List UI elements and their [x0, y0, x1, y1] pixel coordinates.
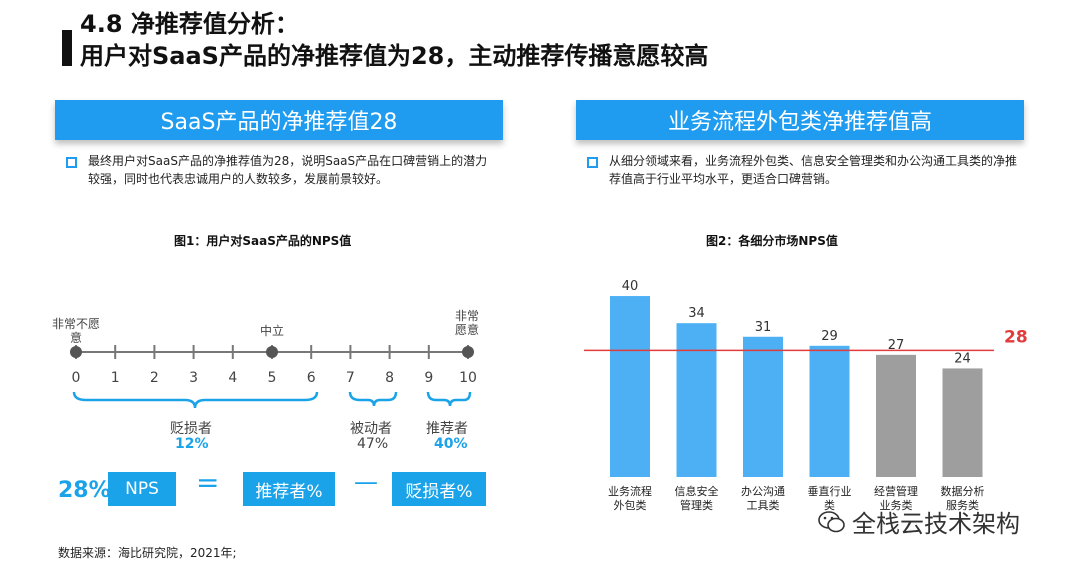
page-title: 用户对SaaS产品的净推荐值为28，主动推荐传播意愿较高 — [80, 42, 709, 70]
scale-number: 5 — [267, 370, 277, 386]
section-title: 4.8 净推荐值分析： — [80, 10, 299, 38]
category-label: 外包类 — [614, 498, 647, 512]
bar-value-label: 24 — [954, 351, 971, 366]
category-label: 业务类 — [880, 498, 913, 512]
detractors-brace — [72, 391, 319, 409]
left-bullet-text: 最终用户对SaaS产品的净推荐值为28，说明SaaS产品在口碑营销上的潜力较强，… — [88, 154, 488, 186]
scale-number: 6 — [306, 370, 316, 386]
scale-number: 3 — [189, 370, 199, 386]
category-label: 经营管理 — [874, 484, 918, 498]
label-very-unwilling: 非常不愿意 — [52, 317, 101, 345]
figure1-title: 图1：用户对SaaS产品的NPS值 — [174, 234, 352, 248]
bar-5 — [876, 354, 916, 477]
scale-number: 8 — [385, 370, 395, 386]
scale-number: 0 — [71, 370, 81, 386]
left-banner: SaaS产品的净推荐值28 — [55, 100, 503, 140]
scale-number: 2 — [149, 370, 159, 386]
promoters-pct: 40% — [434, 436, 468, 452]
wechat-watermark: 全栈云技术架构 — [818, 504, 1020, 539]
bar-value-label: 29 — [821, 329, 838, 344]
category-label: 管理类 — [680, 498, 713, 512]
scale-number: 1 — [110, 370, 120, 386]
bullet-square-icon — [587, 157, 598, 168]
bar-value-label: 40 — [622, 279, 639, 294]
bar-value-label: 34 — [688, 306, 705, 321]
passives-brace — [348, 391, 398, 407]
figure2-title: 图2：各细分市场NPS值 — [706, 234, 838, 248]
data-source: 数据来源：海比研究院，2021年; — [58, 546, 237, 560]
passives-label: 被动者 — [350, 421, 392, 437]
scale-number: 7 — [345, 370, 355, 386]
scale-dot-mid — [266, 346, 278, 358]
category-label: 数据分析 — [941, 484, 985, 498]
scale-number: 4 — [228, 370, 238, 386]
bar-3 — [743, 336, 783, 477]
bullet-square-icon — [66, 157, 77, 168]
nps-box: NPS — [108, 472, 176, 506]
reference-value-label: 28 — [1004, 327, 1028, 347]
category-label: 业务流程 — [608, 484, 652, 498]
bar-value-label: 31 — [755, 320, 772, 335]
category-label: 类 — [824, 498, 835, 512]
promoters-label: 推荐者 — [426, 421, 468, 437]
category-label: 服务类 — [946, 498, 979, 512]
category-label: 垂直行业 — [808, 484, 852, 498]
label-very-willing: 非常愿意 — [454, 309, 479, 337]
right-bullet-text: 从细分领域来看，业务流程外包类、信息安全管理类和办公沟通工具类的净推荐值高于行业… — [609, 154, 1018, 186]
bar-4 — [809, 345, 850, 477]
passives-pct: 47% — [357, 436, 389, 452]
wechat-icon — [818, 510, 845, 532]
category-label: 工具类 — [747, 498, 780, 512]
scale-dot-right — [462, 346, 474, 358]
equals-sign: = — [196, 466, 220, 499]
wechat-account-name: 全栈云技术架构 — [852, 510, 1020, 538]
title-accent-bar — [62, 30, 72, 66]
label-neutral: 中立 — [259, 324, 284, 338]
nps-scale-graphic — [70, 345, 474, 409]
nps-result: 28% — [58, 478, 111, 503]
promoters-box: 推荐者% — [243, 472, 335, 506]
bar-2 — [676, 323, 717, 477]
minus-sign: — — [354, 468, 378, 496]
category-label: 办公沟通 — [741, 485, 785, 498]
bar-6 — [942, 368, 983, 477]
scale-dot-left — [70, 346, 82, 358]
bar-1 — [610, 296, 650, 477]
bar-value-label: 27 — [888, 338, 905, 353]
promoters-brace — [426, 391, 472, 407]
right-banner: 业务流程外包类净推荐值高 — [576, 100, 1024, 140]
scale-number: 9 — [424, 370, 434, 386]
detractors-box: 贬损者% — [392, 472, 486, 506]
detractors-label: 贬损者 — [170, 421, 212, 437]
category-label: 信息安全 — [675, 484, 719, 498]
scale-number: 10 — [459, 370, 477, 386]
detractors-pct: 12% — [175, 436, 209, 452]
